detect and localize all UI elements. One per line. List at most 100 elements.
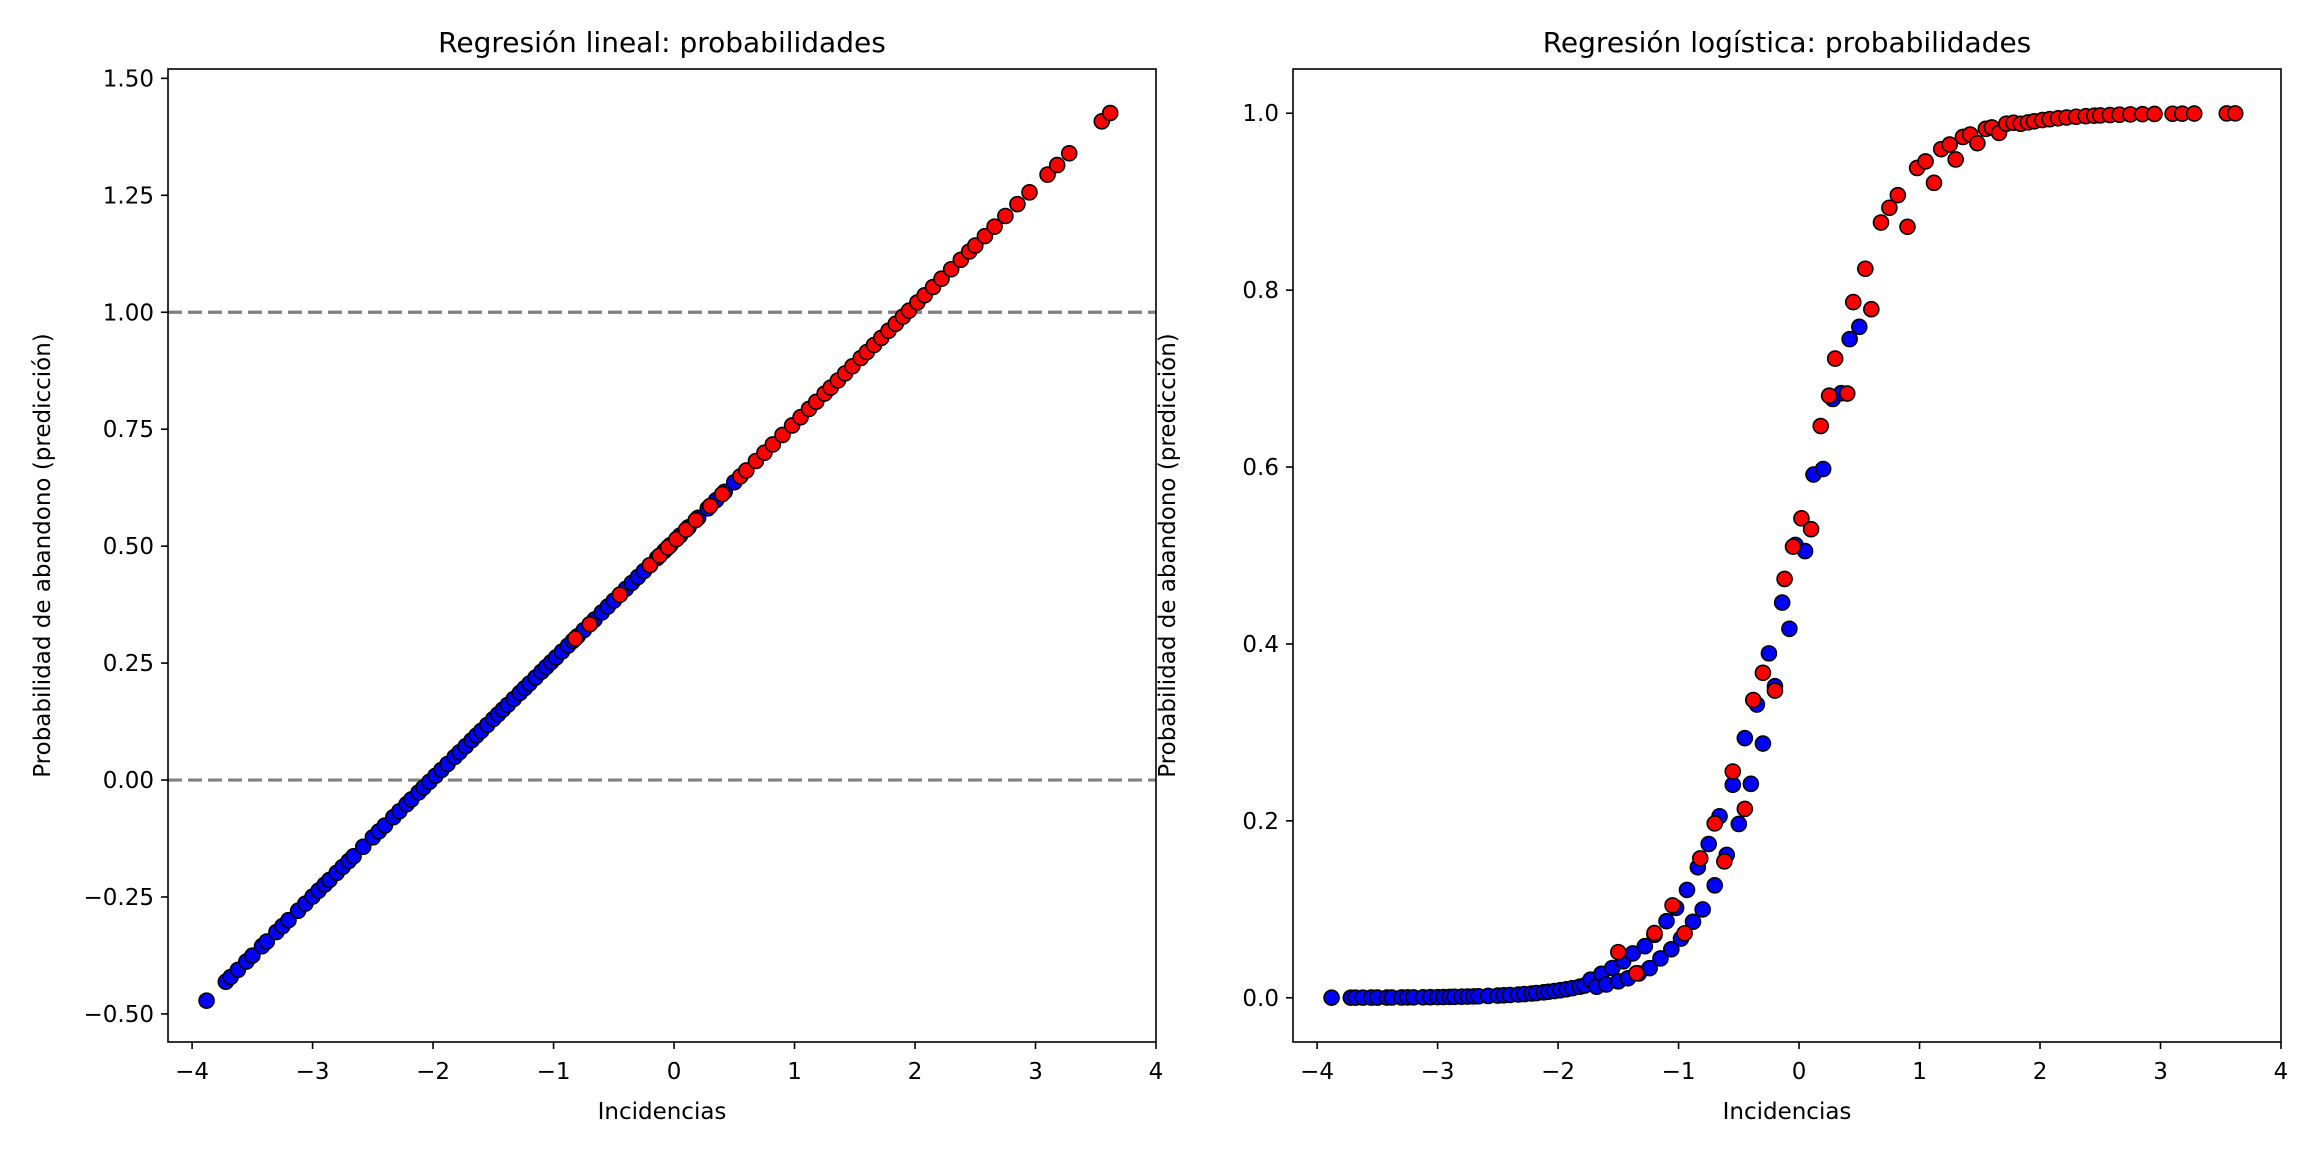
plot-frame bbox=[167, 68, 1157, 1043]
x-tick-label: −1 bbox=[1662, 1059, 1696, 1085]
x-tick-label: 0 bbox=[1792, 1059, 1807, 1085]
x-axis-label: Incidencias bbox=[598, 1099, 727, 1125]
data-point bbox=[1323, 989, 1340, 1006]
x-tick-label: 4 bbox=[1149, 1059, 1164, 1085]
x-tick-label: 3 bbox=[2153, 1059, 2168, 1085]
x-tick-label: −2 bbox=[416, 1059, 450, 1085]
data-point bbox=[1676, 925, 1693, 942]
y-tick-label: 1.0 bbox=[1242, 101, 1279, 127]
x-tick-label: 1 bbox=[1912, 1059, 1927, 1085]
x-tick-label: −4 bbox=[175, 1059, 209, 1085]
data-point bbox=[1706, 877, 1724, 894]
y-tick-label: 1.00 bbox=[103, 300, 154, 326]
data-point bbox=[1889, 186, 1907, 204]
y-tick-label: 0.75 bbox=[103, 417, 154, 443]
chart-title: Regresión logística: probabilidades bbox=[1543, 26, 2032, 59]
x-tick-label: 3 bbox=[1028, 1059, 1043, 1085]
data-point bbox=[2146, 105, 2163, 123]
data-point bbox=[1881, 199, 1898, 217]
subplot-linear-regression: Regresión lineal: probabilidades Inciden… bbox=[30, 26, 1163, 1125]
data-point bbox=[1736, 729, 1754, 747]
points bbox=[1323, 105, 2244, 1006]
data-point bbox=[1691, 850, 1709, 867]
data-point bbox=[611, 586, 629, 604]
data-point bbox=[1646, 924, 1663, 942]
data-point bbox=[1863, 300, 1880, 318]
data-point bbox=[1744, 691, 1762, 709]
data-point bbox=[1754, 735, 1772, 752]
data-point bbox=[1754, 664, 1772, 682]
data-point bbox=[1736, 800, 1754, 818]
data-point bbox=[1724, 763, 1742, 780]
data-point bbox=[1009, 195, 1026, 213]
y-tick-label: 0.2 bbox=[1242, 809, 1279, 835]
data-point bbox=[1060, 144, 1078, 162]
data-point bbox=[1802, 520, 1820, 538]
x-tick-label: 0 bbox=[667, 1059, 682, 1085]
x-tick-label: −4 bbox=[1300, 1059, 1334, 1085]
data-point bbox=[1021, 184, 1038, 201]
data-point bbox=[1628, 964, 1645, 982]
data-point bbox=[1048, 156, 1066, 174]
data-point bbox=[1850, 318, 1868, 336]
data-point bbox=[1101, 104, 1119, 122]
y-tick-label: 0.50 bbox=[103, 534, 154, 560]
data-point bbox=[198, 992, 215, 1009]
data-point bbox=[997, 207, 1014, 225]
y-tick-label: 0.0 bbox=[1242, 986, 1279, 1012]
y-tick-label: 0.00 bbox=[103, 768, 154, 794]
data-point bbox=[2185, 105, 2203, 122]
data-point bbox=[1947, 151, 1964, 168]
data-point bbox=[2226, 105, 2244, 122]
data-point bbox=[1663, 940, 1680, 958]
data-point bbox=[1925, 174, 1943, 192]
data-point bbox=[1969, 134, 1986, 152]
data-point bbox=[1793, 510, 1810, 527]
chart-title: Regresión lineal: probabilidades bbox=[438, 26, 886, 59]
x-tick-label: 2 bbox=[908, 1059, 923, 1085]
data-point bbox=[1652, 950, 1669, 967]
data-point bbox=[1872, 214, 1890, 231]
y-ticks: 0.0 0.2 0.4 0.6 0.8 1.0 bbox=[1242, 101, 1293, 1012]
data-point bbox=[1814, 460, 1832, 478]
data-point bbox=[1684, 913, 1702, 931]
data-point bbox=[1857, 260, 1874, 278]
data-point bbox=[1636, 937, 1654, 955]
y-tick-label: 1.50 bbox=[103, 66, 154, 92]
data-point bbox=[1716, 853, 1733, 870]
data-point bbox=[1812, 417, 1830, 435]
data-point bbox=[1899, 218, 1916, 236]
data-point bbox=[1781, 620, 1798, 638]
y-tick-label: 0.4 bbox=[1242, 632, 1279, 658]
data-point bbox=[1941, 136, 1958, 153]
data-point bbox=[1917, 153, 1934, 170]
data-point bbox=[1760, 645, 1778, 662]
data-point bbox=[1700, 835, 1717, 853]
y-tick-label: −0.50 bbox=[84, 1002, 154, 1028]
subplot-logistic-regression: Regresión logística: probabilidades Inci… bbox=[1155, 26, 2288, 1125]
y-tick-label: 1.25 bbox=[103, 183, 154, 209]
data-point bbox=[1678, 881, 1696, 899]
hlines bbox=[168, 310, 1156, 782]
y-axis-label: Probabilidad de abandono (predicción) bbox=[1155, 333, 1181, 778]
points bbox=[198, 104, 1119, 1009]
data-point bbox=[687, 511, 705, 529]
data-point bbox=[1841, 330, 1858, 348]
y-axis-label: Probabilidad de abandono (predicción) bbox=[30, 333, 56, 778]
plot-frame bbox=[1292, 68, 2282, 1043]
x-ticks: −4 −3 −2 −1 0 1 2 3 4 bbox=[1300, 1042, 2288, 1085]
x-axis-label: Incidencias bbox=[1723, 1099, 1852, 1125]
x-tick-label: −2 bbox=[1541, 1059, 1575, 1085]
x-ticks: −4 −3 −2 −1 0 1 2 3 4 bbox=[175, 1042, 1163, 1085]
data-point bbox=[1730, 815, 1748, 833]
data-point bbox=[1610, 943, 1627, 961]
data-point bbox=[581, 616, 599, 633]
data-point bbox=[1784, 538, 1802, 555]
data-point bbox=[1773, 594, 1791, 611]
data-point bbox=[1844, 293, 1862, 311]
data-point bbox=[1742, 775, 1760, 793]
data-point bbox=[1776, 570, 1793, 588]
y-tick-label: 0.6 bbox=[1242, 455, 1279, 481]
y-tick-label: −0.25 bbox=[84, 885, 154, 911]
